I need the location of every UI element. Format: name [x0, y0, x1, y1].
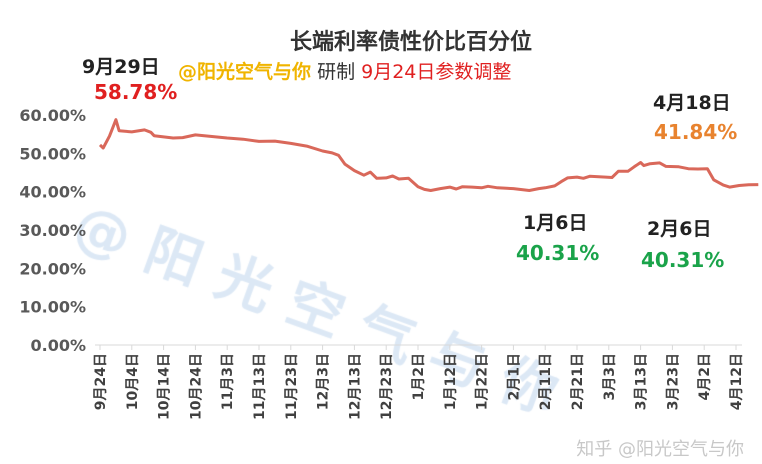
x-axis: 9月24日 10月4日 10月14日 10月24日 11月3日 11月13日 11月23日 1… [93, 344, 745, 420]
x-tick-label: 2月11日 [538, 353, 554, 410]
x-tick-label: 2月21日 [570, 353, 586, 410]
annotation-feb6-value: 40.31% [641, 248, 725, 272]
x-tick-label: 11月13日 [252, 353, 268, 420]
y-axis: 0.00% 10.00% 20.00% 30.00% 40.00% 50.00% 60.00… [19, 106, 86, 355]
x-tick-label: 1月12日 [443, 353, 459, 410]
source-watermark: 知乎 @阳光空气与你 [576, 439, 744, 460]
x-tick-label: 3月23日 [665, 353, 681, 410]
x-tick-label: 1月22日 [475, 353, 491, 410]
made-label: 研制 [317, 61, 356, 83]
x-tick-label: 1月2日 [411, 353, 427, 400]
y-tick-label: 60.00% [19, 106, 86, 125]
x-tick-label: 4月2日 [697, 353, 713, 400]
annotation-feb6-date: 2月6日 [647, 218, 712, 240]
chart-subtitle: @阳光空气与你 研制 9月24日参数调整 [178, 61, 511, 84]
x-tick-label: 10月24日 [188, 353, 204, 420]
annotation-latest-value: 41.84% [654, 120, 738, 144]
x-tick-label: 3月3日 [602, 353, 618, 400]
x-tick-label: 12月3日 [316, 353, 332, 410]
y-tick-label: 10.00% [19, 298, 86, 317]
x-tick-label: 2月1日 [506, 353, 522, 400]
y-tick-label: 50.00% [19, 144, 86, 163]
y-tick-label: 20.00% [19, 259, 86, 278]
annotation-peak-value: 58.78% [94, 80, 178, 104]
annotation-latest-date: 4月18日 [653, 92, 731, 114]
annotation-jan6-date: 1月6日 [523, 212, 588, 234]
x-tick-label: 3月13日 [634, 353, 650, 410]
x-tick-label: 12月23日 [379, 353, 395, 420]
x-tick-label: 11月3日 [220, 353, 236, 410]
x-tick-label: 11月23日 [284, 353, 300, 420]
y-tick-label: 0.00% [30, 336, 86, 355]
x-tick-label: 12月13日 [347, 353, 363, 420]
series-layer [98, 118, 759, 192]
y-tick-label: 30.00% [19, 221, 86, 240]
x-tick-label: 9月24日 [93, 353, 109, 410]
x-tick-label: 4月12日 [729, 353, 745, 410]
y-tick-label: 40.00% [19, 183, 86, 202]
annotation-peak-date: 9月29日 [82, 56, 160, 78]
chart-title: 长端利率债性价比百分位 [289, 30, 532, 55]
param-note: 9月24日参数调整 [361, 61, 512, 83]
author-handle: @阳光空气与你 [178, 61, 312, 83]
x-tick-label: 10月4日 [125, 353, 141, 410]
x-tick-label: 10月14日 [157, 353, 173, 420]
annotation-jan6-value: 40.31% [516, 241, 600, 265]
